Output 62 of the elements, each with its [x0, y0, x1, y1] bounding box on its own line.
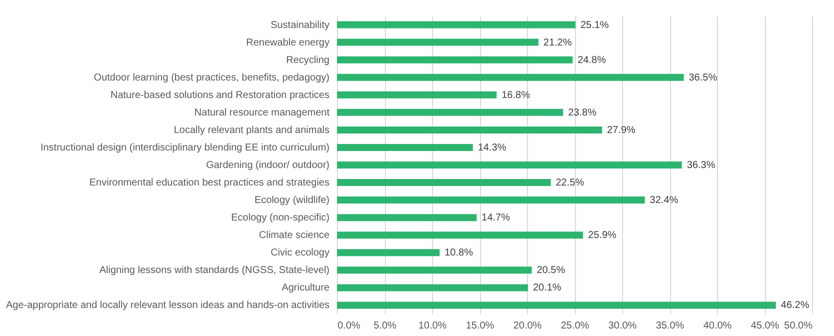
data-label: 20.5% [536, 265, 566, 276]
x-tick-label: 25.0% [560, 320, 590, 332]
x-tick-label: 0.0% [338, 320, 360, 332]
bar [337, 249, 440, 256]
x-tick-label: 35.0% [656, 320, 684, 332]
data-label: 46.2% [780, 300, 810, 312]
y-tick-label: Ecology (wildlife) [254, 195, 330, 206]
y-tick-label: Recycling [286, 54, 330, 66]
bar [337, 232, 584, 239]
y-tick-label: Ecology (non-specific) [231, 212, 330, 224]
bar [337, 21, 576, 28]
bar [337, 214, 477, 222]
y-tick-label: Instructional design (interdisciplinary blending EE into curriculum) [40, 142, 330, 154]
data-label: 36.3% [686, 160, 716, 171]
y-tick-label: Aligning lessons with standards (NGSS, State-level) [99, 265, 330, 276]
y-tick-label: Gardening (indoor/ outdoor) [206, 160, 330, 171]
bar [337, 284, 528, 292]
bar [337, 302, 776, 309]
x-tick-label: 40.0% [703, 320, 732, 332]
x-tick-label: 50.0% [784, 320, 813, 332]
data-label: 22.5% [556, 178, 584, 189]
bar [337, 196, 645, 204]
bar [337, 108, 564, 116]
bar [337, 162, 682, 168]
bar [337, 74, 684, 81]
bar [337, 144, 473, 151]
data-label: 27.9% [607, 124, 636, 136]
x-tick-label: 45.0% [750, 320, 780, 332]
y-tick-label: Natural resource management [194, 107, 330, 118]
bar [337, 56, 573, 64]
y-tick-label: Renewable energy [246, 37, 330, 48]
data-label: 21.2% [543, 37, 572, 48]
x-tick-label: 15.0% [466, 320, 494, 332]
bar [337, 126, 602, 134]
y-tick-label: Civic ecology [270, 248, 330, 259]
y-tick-label: Climate science [258, 230, 330, 242]
data-label: 10.8% [444, 248, 474, 259]
data-label: 16.8% [502, 90, 530, 101]
data-label: 14.3% [478, 142, 506, 154]
y-tick-label: Locally relevant plants and animals [174, 124, 330, 136]
y-tick-label: Agriculture [282, 282, 330, 294]
data-label: 25.1% [580, 20, 609, 31]
bar [337, 91, 497, 98]
y-tick-label: Age-appropriate and locally relevant lesson ideas and hands-on activities [6, 300, 330, 312]
x-tick-label: 30.0% [608, 320, 637, 332]
data-label: 23.8% [568, 107, 597, 118]
bar [337, 38, 538, 46]
y-tick-label: Environmental education best practices and strategies [89, 178, 330, 189]
bar [337, 179, 551, 186]
y-tick-label: Nature-based solutions and Restoration practices [110, 90, 330, 101]
y-tick-label: Outdoor learning (best practices, benefits, pedagogy) [94, 72, 330, 84]
bar [337, 266, 532, 274]
y-tick-label: Sustainability [270, 20, 330, 31]
data-label: 32.4% [650, 195, 678, 206]
data-label: 14.7% [482, 212, 510, 224]
data-label: 20.1% [532, 282, 562, 294]
data-label: 24.8% [578, 54, 606, 66]
data-label: 25.9% [588, 230, 617, 242]
x-tick-label: 20.0% [513, 320, 542, 332]
x-tick-label: 10.0% [418, 320, 447, 332]
x-tick-label: 5.0% [374, 320, 397, 332]
data-label: 36.5% [688, 72, 718, 84]
